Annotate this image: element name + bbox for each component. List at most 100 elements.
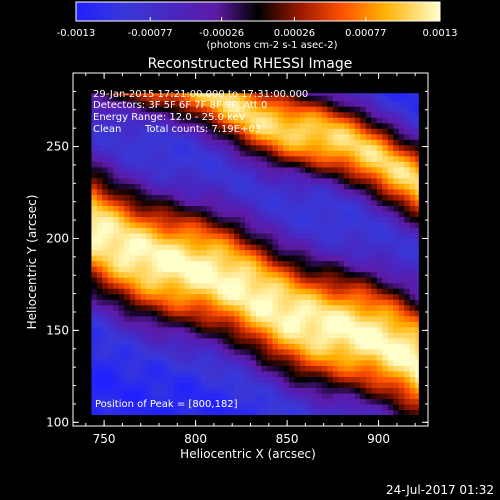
heatmap-cell xyxy=(343,293,350,300)
heatmap-cell xyxy=(277,172,285,179)
heatmap-cell xyxy=(343,194,350,201)
heatmap-cell xyxy=(135,111,142,118)
heatmap-cell xyxy=(91,232,98,240)
heatmap-cell xyxy=(206,288,213,295)
heatmap-cell xyxy=(135,249,142,256)
heatmap-cell xyxy=(327,277,334,284)
heatmap-cell xyxy=(91,321,98,328)
heatmap-cell xyxy=(217,387,224,394)
heatmap-cell xyxy=(376,238,383,245)
heatmap-cell xyxy=(239,155,246,162)
heatmap-cell xyxy=(113,194,120,201)
heatmap-cell xyxy=(404,304,411,311)
heatmap-cell xyxy=(283,95,290,102)
heatmap-cell xyxy=(135,227,142,234)
heatmap-cell xyxy=(404,365,411,372)
heatmap-cell xyxy=(118,111,125,118)
x-tick-label: 850 xyxy=(276,432,299,446)
heatmap-cell xyxy=(360,95,367,102)
heatmap-cell xyxy=(124,172,131,179)
heatmap-cell xyxy=(157,155,164,162)
heatmap-cell xyxy=(327,387,334,394)
y-tick-label: 200 xyxy=(46,231,69,245)
heatmap-cell xyxy=(255,337,263,344)
heatmap-cell xyxy=(179,166,186,173)
heatmap-cell xyxy=(118,321,125,328)
heatmap-cell xyxy=(250,343,257,350)
heatmap-cell xyxy=(195,255,202,262)
heatmap-cell xyxy=(327,150,334,157)
heatmap-cell xyxy=(360,315,367,322)
heatmap-cell xyxy=(146,155,153,162)
heatmap-cell xyxy=(316,299,323,306)
heatmap-cell xyxy=(190,348,197,355)
heatmap-cell xyxy=(195,238,202,245)
heatmap-cell xyxy=(250,365,257,372)
heatmap-cell xyxy=(288,133,296,140)
heatmap-cell xyxy=(162,326,169,333)
heatmap-cell xyxy=(245,255,252,262)
heatmap-cell xyxy=(228,321,235,328)
heatmap-cell xyxy=(157,194,164,201)
heatmap-cell xyxy=(343,106,350,113)
heatmap-cell xyxy=(107,409,114,415)
heatmap-cell xyxy=(201,238,208,245)
heatmap-cell xyxy=(102,100,109,107)
heatmap-cell xyxy=(234,337,241,344)
heatmap-cell xyxy=(288,199,296,206)
heatmap-cell xyxy=(245,95,252,102)
heatmap-cell xyxy=(409,387,416,394)
heatmap-cell xyxy=(332,326,339,333)
heatmap-cell xyxy=(168,381,175,388)
heatmap-cell xyxy=(393,304,400,311)
heatmap-cell xyxy=(365,93,372,96)
heatmap-cell xyxy=(162,249,169,256)
heatmap-cell xyxy=(393,111,400,118)
heatmap-cell xyxy=(184,376,191,383)
heatmap-cell xyxy=(316,343,323,350)
heatmap-cell xyxy=(124,370,131,377)
heatmap-cell xyxy=(113,260,120,267)
heatmap-cell xyxy=(96,194,103,201)
heatmap-cell xyxy=(162,210,169,218)
heatmap-cell xyxy=(365,409,372,415)
colorbar-bar xyxy=(75,1,441,22)
heatmap-cell xyxy=(327,271,334,278)
heatmap-cell xyxy=(245,299,252,306)
heatmap-cell xyxy=(162,227,169,234)
heatmap-cell xyxy=(360,161,367,168)
heatmap-cell xyxy=(393,144,400,151)
heatmap-cell xyxy=(332,210,339,218)
heatmap-cell xyxy=(245,403,252,411)
heatmap-cell xyxy=(195,194,202,201)
heatmap-cell xyxy=(409,221,416,229)
heatmap-cell xyxy=(310,282,317,289)
heatmap-cell xyxy=(245,282,252,289)
heatmap-cell xyxy=(387,199,394,206)
heatmap-cell xyxy=(266,398,274,405)
heatmap-cell xyxy=(277,299,285,306)
heatmap-cell xyxy=(245,365,252,372)
heatmap-cell xyxy=(223,243,230,251)
heatmap-cell xyxy=(393,409,400,415)
heatmap-cell xyxy=(354,387,361,394)
heatmap-cell xyxy=(283,155,290,162)
heatmap-cell xyxy=(305,128,312,135)
heatmap-cell xyxy=(250,288,257,295)
heatmap-cell xyxy=(91,343,98,350)
heatmap-cell xyxy=(168,139,175,146)
heatmap-cell xyxy=(107,304,114,311)
heatmap-cell xyxy=(387,321,394,328)
heatmap-cell xyxy=(91,359,98,366)
heatmap-cell xyxy=(96,111,103,118)
heatmap-cell xyxy=(371,111,378,118)
heatmap-cell xyxy=(305,161,312,168)
heatmap-cell xyxy=(415,232,419,240)
heatmap-cell xyxy=(157,304,164,311)
heatmap-cell xyxy=(382,106,389,113)
heatmap-cell xyxy=(338,183,345,190)
heatmap-cell xyxy=(162,277,169,284)
heatmap-cell xyxy=(376,332,383,339)
heatmap-cell xyxy=(255,166,263,173)
heatmap-cell xyxy=(250,111,257,118)
